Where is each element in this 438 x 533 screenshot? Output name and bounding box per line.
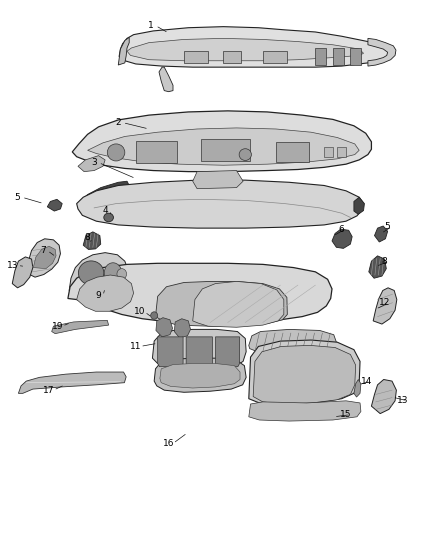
Polygon shape — [160, 364, 240, 388]
Polygon shape — [33, 246, 56, 269]
Polygon shape — [374, 226, 388, 242]
Bar — [276, 142, 309, 162]
Polygon shape — [52, 320, 109, 334]
Polygon shape — [78, 156, 105, 172]
Text: 17: 17 — [43, 386, 55, 394]
Polygon shape — [369, 256, 386, 278]
Bar — [315, 48, 326, 65]
Bar — [184, 51, 208, 63]
Bar — [136, 141, 177, 163]
Polygon shape — [154, 358, 246, 392]
Polygon shape — [249, 401, 361, 421]
Polygon shape — [12, 257, 33, 288]
Polygon shape — [193, 171, 243, 189]
Bar — [337, 147, 346, 157]
Polygon shape — [159, 67, 173, 92]
Text: 8: 8 — [85, 233, 91, 242]
Ellipse shape — [107, 144, 125, 161]
Text: 3: 3 — [91, 158, 97, 167]
Bar — [324, 147, 333, 157]
Text: 14: 14 — [360, 377, 372, 385]
Ellipse shape — [104, 213, 113, 222]
Polygon shape — [186, 337, 212, 367]
Text: 4: 4 — [102, 206, 108, 214]
Text: 5: 5 — [14, 193, 21, 201]
Polygon shape — [155, 281, 287, 326]
Polygon shape — [193, 281, 284, 327]
Polygon shape — [152, 329, 246, 371]
Polygon shape — [118, 37, 129, 65]
Text: 13: 13 — [397, 397, 409, 405]
Text: 7: 7 — [40, 246, 46, 255]
Polygon shape — [156, 318, 173, 337]
Polygon shape — [354, 197, 364, 214]
Ellipse shape — [151, 312, 158, 319]
Text: 9: 9 — [95, 292, 102, 300]
Polygon shape — [253, 345, 356, 404]
Polygon shape — [83, 232, 101, 249]
Polygon shape — [249, 340, 360, 405]
Polygon shape — [371, 379, 396, 414]
Polygon shape — [332, 229, 352, 248]
Bar — [201, 139, 250, 161]
Polygon shape — [215, 337, 240, 367]
Polygon shape — [158, 337, 183, 367]
Polygon shape — [127, 38, 364, 61]
Polygon shape — [174, 319, 191, 338]
Text: 8: 8 — [381, 257, 388, 265]
Polygon shape — [82, 181, 129, 204]
Polygon shape — [373, 288, 397, 324]
Text: 2: 2 — [116, 118, 121, 127]
Text: 12: 12 — [379, 298, 390, 307]
Bar — [333, 48, 344, 65]
Polygon shape — [354, 379, 361, 397]
Polygon shape — [119, 27, 395, 67]
Polygon shape — [77, 275, 134, 311]
Polygon shape — [77, 180, 364, 228]
Polygon shape — [47, 199, 62, 211]
Ellipse shape — [239, 149, 251, 160]
Ellipse shape — [78, 261, 104, 285]
Text: 15: 15 — [340, 410, 352, 419]
Polygon shape — [368, 38, 396, 66]
Bar — [223, 51, 241, 63]
Text: 5: 5 — [385, 222, 391, 231]
Ellipse shape — [104, 263, 122, 283]
Text: 11: 11 — [130, 342, 141, 351]
Text: 6: 6 — [338, 225, 344, 233]
Text: 16: 16 — [163, 439, 174, 448]
Polygon shape — [18, 372, 126, 393]
Polygon shape — [68, 263, 332, 323]
Polygon shape — [249, 329, 336, 354]
Bar — [350, 48, 361, 65]
Text: 1: 1 — [148, 21, 154, 30]
Text: 10: 10 — [134, 308, 146, 316]
Polygon shape — [72, 111, 371, 172]
Bar — [263, 51, 287, 63]
Ellipse shape — [117, 269, 127, 279]
Text: 13: 13 — [7, 261, 19, 270]
Polygon shape — [26, 239, 60, 277]
Text: 19: 19 — [52, 322, 64, 330]
Polygon shape — [88, 128, 359, 165]
Polygon shape — [69, 253, 128, 296]
